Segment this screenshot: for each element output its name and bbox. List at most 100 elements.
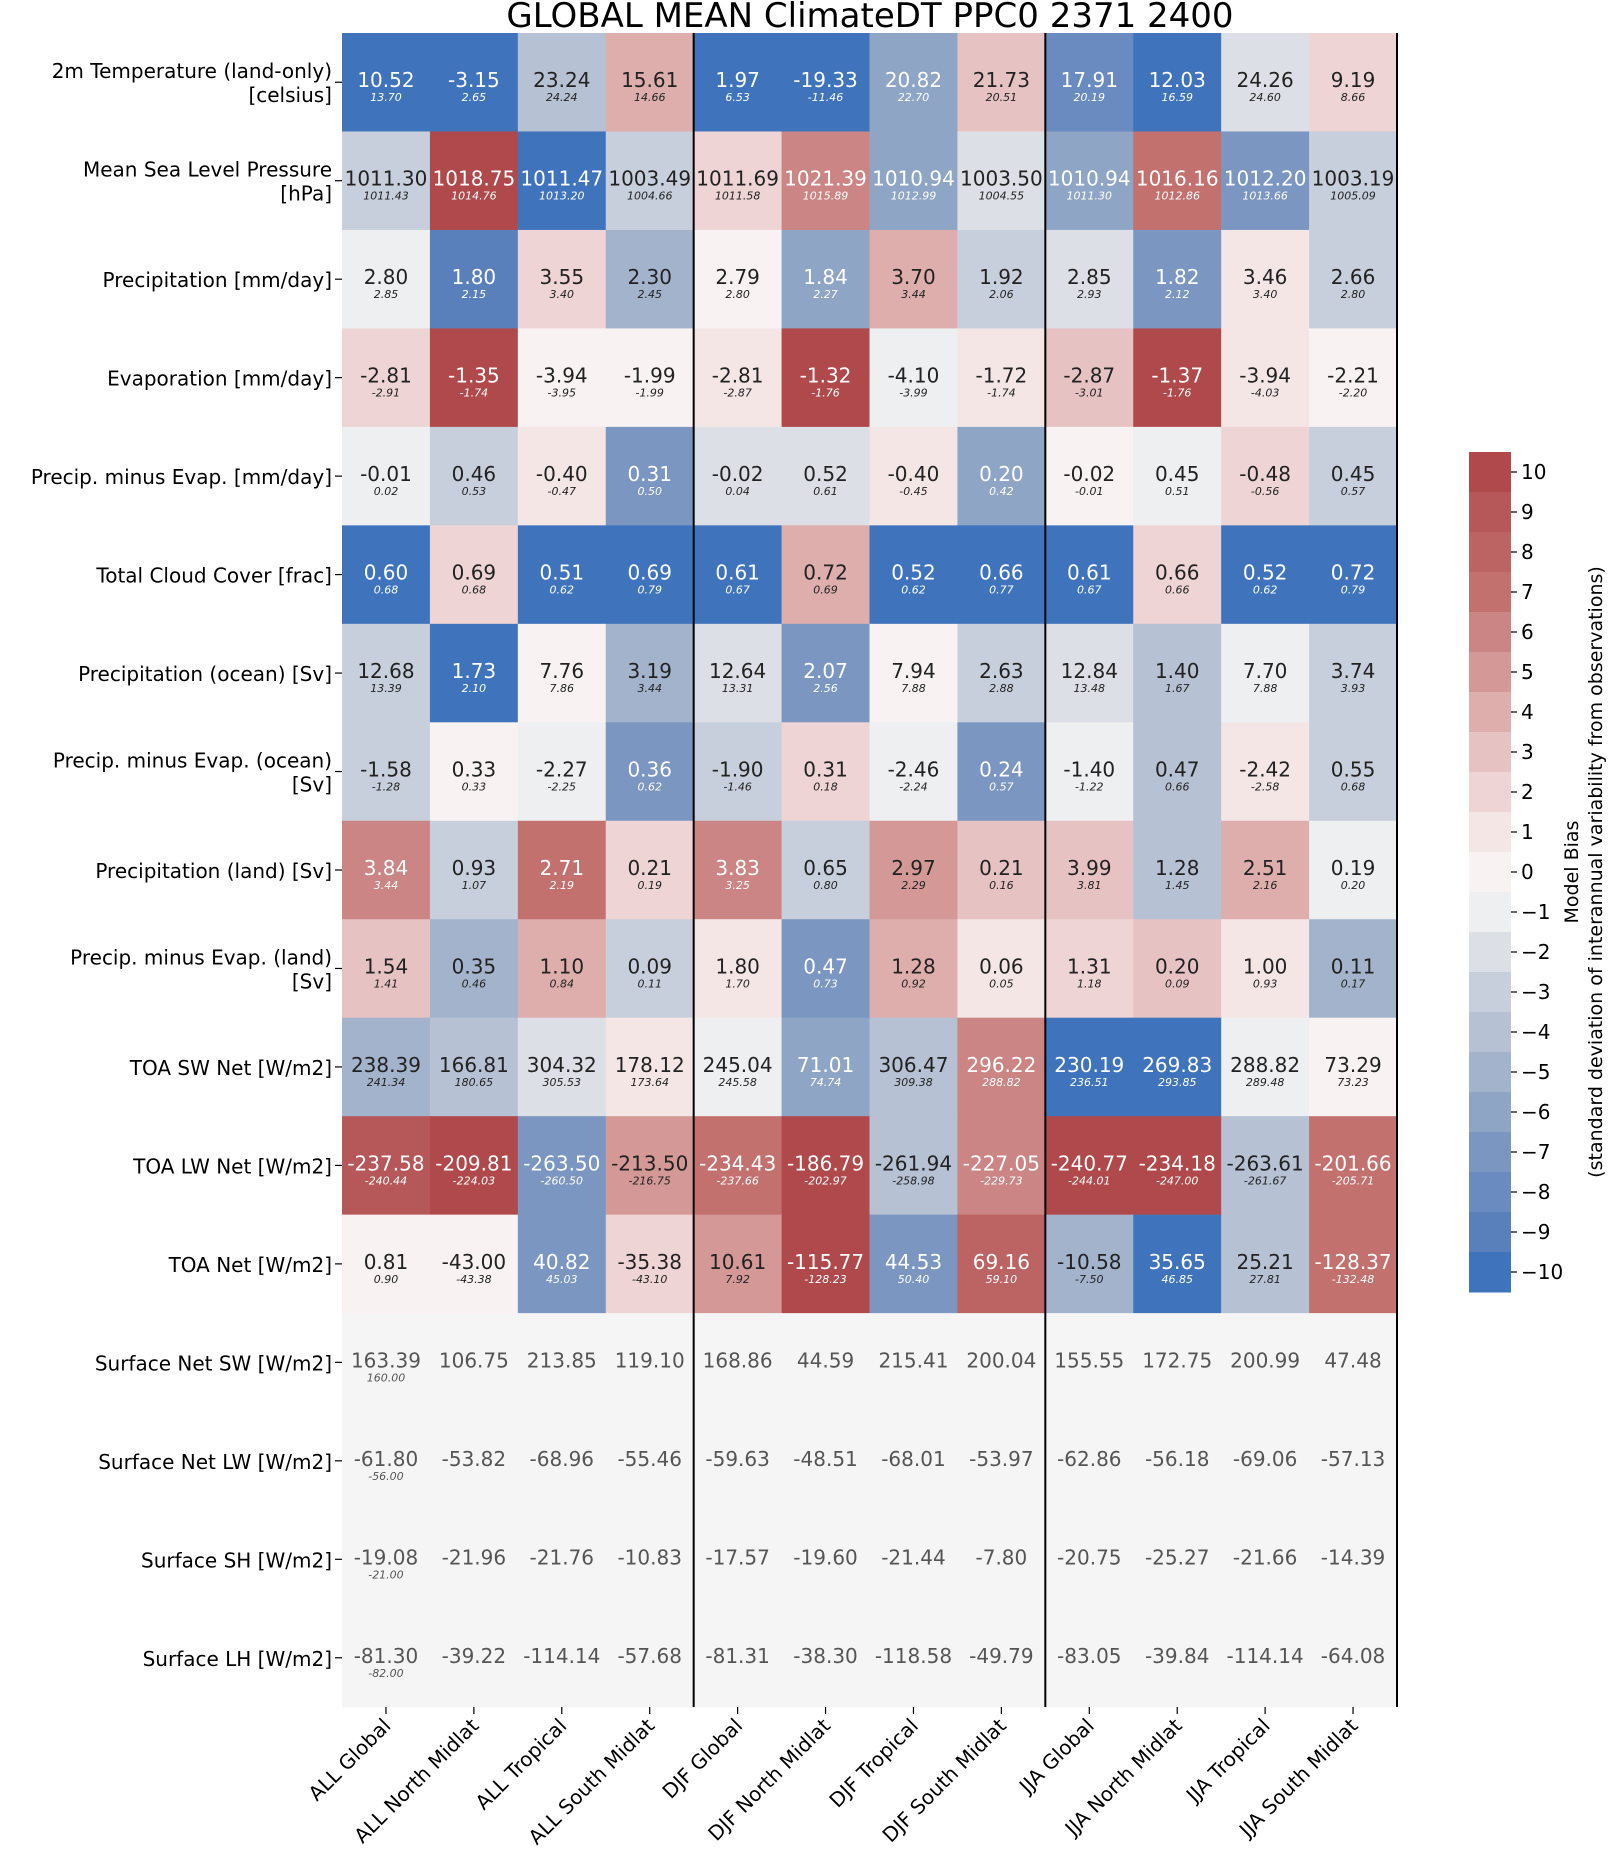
cell-value-label: -186.79: [787, 1151, 864, 1175]
heatmap-cell: [605, 426, 695, 526]
cell-observation-label: 0.50: [637, 485, 662, 498]
heatmap-cell: [342, 1510, 431, 1610]
cell-value-label: 2.66: [1331, 265, 1376, 289]
cell-value-label: 304.32: [527, 1053, 597, 1077]
cell-observation-label: -2.24: [899, 781, 927, 794]
row-label: Precipitation (land) [Sv]: [95, 859, 332, 883]
cell-observation-label: -0.01: [1075, 485, 1103, 498]
heatmap-cell: [1309, 1313, 1398, 1413]
cell-value-label: 306.47: [878, 1053, 948, 1077]
cell-value-label: 1.28: [1155, 856, 1200, 880]
heatmap-cell: [781, 820, 870, 920]
heatmap-cell: [693, 722, 783, 822]
heatmap-cell: [693, 525, 783, 625]
heatmap-cell: [1309, 1214, 1398, 1314]
heatmap-cell: [605, 131, 695, 231]
cell-value-label: 1.97: [715, 68, 760, 92]
colorbar-tick-label: 2: [1521, 780, 1534, 804]
colorbar-tick-label: 9: [1521, 500, 1534, 524]
heatmap-cell: [1133, 1510, 1222, 1610]
heatmap-cell: [517, 1608, 607, 1708]
cell-value-label: 2.30: [627, 265, 672, 289]
heatmap-cell: [693, 1214, 783, 1314]
cell-observation-label: 288.82: [982, 1076, 1021, 1089]
heatmap-cell: [1133, 229, 1222, 329]
heatmap-cell: [1045, 328, 1134, 428]
cell-value-label: 0.45: [1155, 462, 1200, 486]
cell-value-label: -114.14: [523, 1644, 600, 1668]
cell-value-label: 21.73: [973, 68, 1030, 92]
heatmap-cell: [342, 229, 431, 329]
cell-observation-label: 0.19: [637, 879, 662, 892]
cell-value-label: 0.65: [803, 856, 848, 880]
cell-value-label: 71.01: [797, 1053, 854, 1077]
heatmap-cell: [781, 328, 870, 428]
heatmap-cell: [869, 131, 958, 231]
cell-observation-label: 236.51: [1070, 1076, 1109, 1089]
cell-value-label: 2.51: [1243, 856, 1288, 880]
row-label: Precip. minus Evap. (land): [70, 945, 332, 969]
heatmap-cell: [957, 1017, 1046, 1117]
cell-observation-label: 0.68: [1341, 781, 1366, 794]
cell-value-label: 1.80: [715, 954, 760, 978]
row-label: [hPa]: [280, 182, 332, 206]
heatmap-cell: [1309, 820, 1398, 920]
cell-value-label: -0.40: [536, 462, 588, 486]
cell-value-label: -59.63: [705, 1447, 769, 1471]
cell-value-label: -10.83: [617, 1545, 681, 1569]
heatmap-cell: [869, 820, 958, 920]
cell-value-label: 3.19: [627, 659, 672, 683]
cell-value-label: -81.31: [705, 1644, 769, 1668]
cell-value-label: -10.58: [1057, 1250, 1121, 1274]
cell-observation-label: 14.66: [634, 91, 666, 104]
column-label: ALL Global: [303, 1714, 395, 1806]
heatmap-cell: [517, 33, 607, 132]
cell-observation-label: -56.00: [368, 1470, 403, 1483]
cell-observation-label: 293.85: [1158, 1076, 1197, 1089]
cell-value-label: 69.16: [973, 1250, 1030, 1274]
row-label: Mean Sea Level Pressure: [83, 158, 332, 182]
heatmap-cell: [1221, 722, 1310, 822]
cell-value-label: -56.18: [1145, 1447, 1209, 1471]
heatmap-cell: [1309, 722, 1398, 822]
cell-observation-label: 7.86: [550, 682, 575, 695]
heatmap-cell: [869, 1608, 958, 1708]
heatmap-cell: [957, 131, 1046, 231]
heatmap-cell: [693, 328, 783, 428]
cell-value-label: 20.82: [885, 68, 942, 92]
cell-observation-label: 305.53: [543, 1076, 582, 1089]
cell-value-label: 0.21: [979, 856, 1024, 880]
cell-value-label: 3.70: [891, 265, 936, 289]
cell-observation-label: 0.17: [1341, 977, 1366, 990]
cell-observation-label: -1.76: [811, 387, 839, 400]
heatmap-cell: [1045, 1017, 1134, 1117]
heatmap-cell: [1309, 328, 1398, 428]
cell-value-label: 0.69: [452, 561, 497, 585]
cell-observation-label: 13.48: [1074, 682, 1106, 695]
colorbar-label: (standard deviation of interannual varia…: [1585, 566, 1607, 1178]
cell-observation-label: 1.41: [374, 977, 399, 990]
heatmap-cell: [1045, 919, 1134, 1019]
colorbar-bin: [1469, 732, 1511, 773]
cell-observation-label: 1011.30: [1067, 190, 1113, 203]
cell-observation-label: 3.44: [637, 682, 662, 695]
cell-observation-label: 1.18: [1077, 977, 1102, 990]
cell-value-label: 0.19: [1331, 856, 1376, 880]
cell-value-label: 0.33: [452, 758, 497, 782]
row-label: Precipitation [mm/day]: [103, 268, 332, 292]
cell-observation-label: -202.97: [804, 1174, 846, 1187]
cell-value-label: -53.97: [969, 1447, 1033, 1471]
heatmap-cell: [342, 1214, 431, 1314]
cell-observation-label: -2.58: [1251, 781, 1279, 794]
cell-observation-label: 3.93: [1341, 682, 1366, 695]
cell-observation-label: 0.80: [813, 879, 838, 892]
cell-value-label: 1010.94: [872, 167, 955, 191]
row-label: 2m Temperature (land-only): [52, 59, 332, 83]
cell-value-label: -0.01: [360, 462, 412, 486]
cell-observation-label: 1.45: [1165, 879, 1190, 892]
cell-observation-label: 0.92: [901, 977, 926, 990]
cell-observation-label: 2.15: [462, 288, 487, 301]
cell-value-label: -48.51: [793, 1447, 857, 1471]
heatmap-cell: [1133, 131, 1222, 231]
cell-value-label: 1.73: [452, 659, 497, 683]
